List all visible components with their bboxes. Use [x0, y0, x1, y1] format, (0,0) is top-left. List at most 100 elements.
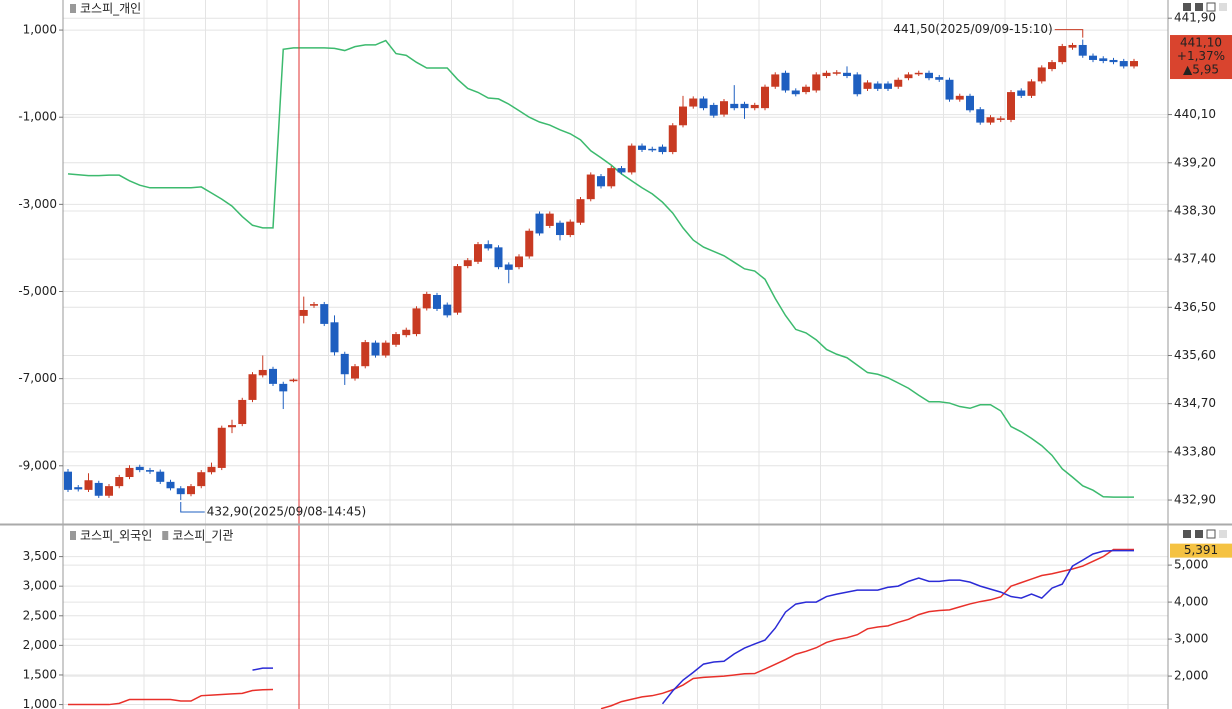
candle-body [843, 72, 851, 77]
candle-body [884, 83, 892, 89]
candle-body [371, 342, 380, 356]
y-tick-label: 1,000 [23, 23, 57, 37]
y-tick-label: -1,000 [18, 110, 57, 124]
button[interactable] [1195, 530, 1203, 538]
candle-body [238, 399, 247, 425]
candle-body [1027, 81, 1036, 96]
y2-tick-label: 433,80 [1174, 444, 1216, 458]
candle-body [904, 74, 913, 79]
candle-body [853, 74, 862, 95]
candle-body [310, 304, 318, 306]
annotation-arrow [180, 502, 205, 513]
candle-body [135, 466, 144, 471]
candle-body [166, 481, 175, 489]
candle-body [115, 477, 124, 487]
candle-body [709, 104, 718, 116]
y-tick-label: 3,500 [23, 549, 57, 563]
candle-body [1099, 58, 1108, 62]
candle-body [668, 125, 677, 153]
candle-body [299, 309, 308, 316]
candle-body [566, 221, 575, 236]
candle-body [228, 425, 236, 428]
candle-body [1058, 46, 1067, 63]
candle-body [720, 101, 728, 115]
y2-tick-label: 441,90 [1174, 11, 1216, 25]
candle-body [556, 222, 564, 236]
candle-body [484, 244, 493, 249]
candle-body [955, 95, 964, 100]
y2-tick-label: 434,70 [1174, 396, 1216, 410]
y2-tick-label: 436,50 [1174, 300, 1216, 314]
candle-body [925, 72, 933, 79]
button[interactable] [1183, 3, 1191, 11]
y2-tick-label: 437,40 [1174, 252, 1216, 266]
candle-body [935, 77, 944, 80]
y-tick-label: 1,000 [23, 697, 57, 709]
candle-body [576, 199, 585, 223]
button[interactable] [1195, 3, 1203, 11]
candle-body [320, 304, 329, 324]
candle-body [597, 176, 605, 187]
y-tick-label: 2,000 [23, 638, 57, 652]
candle-body [1048, 62, 1056, 70]
y-tick-label: 3,000 [23, 579, 57, 593]
candle-body [156, 471, 165, 482]
price-badge-text: ▲5,95 [1183, 63, 1219, 77]
candle-body [289, 379, 298, 382]
annotation: 441,50(2025/09/09-15:10) [893, 22, 1052, 36]
candle-body [381, 342, 390, 356]
candle-body [627, 145, 636, 173]
candle-body [1017, 90, 1026, 96]
candle-body [217, 427, 226, 468]
candle-body [986, 117, 995, 123]
y2-tick-label: 3,000 [1174, 632, 1208, 646]
y-tick-label: 1,500 [23, 667, 57, 681]
legend-label: 코스피_외국인 [80, 529, 152, 543]
candle-body [791, 90, 800, 95]
candle-body [1078, 44, 1087, 56]
value-badge [1170, 543, 1232, 558]
candle-body [525, 230, 534, 257]
annotation: 432,90(2025/09/08-14:45) [207, 505, 366, 519]
candle-body [105, 486, 113, 496]
button[interactable] [1183, 530, 1191, 538]
candle-body [545, 213, 554, 226]
candle-body [945, 79, 954, 100]
y-tick-label: 2,500 [23, 608, 57, 622]
candle-body [730, 103, 739, 109]
candle-body [361, 342, 370, 367]
candle-body [535, 213, 544, 234]
button[interactable] [1219, 530, 1227, 538]
candle-body [894, 79, 903, 87]
button[interactable] [1206, 2, 1216, 12]
candle-body [1089, 55, 1097, 60]
candle-body [863, 82, 872, 89]
price-badge-text: 441,10 [1180, 36, 1222, 50]
y-tick-label: -7,000 [18, 371, 57, 385]
button[interactable] [1219, 3, 1227, 11]
overlay: 441,50(2025/09/09-15:10) 432,90(2025/09/0… [70, 0, 1232, 709]
y2-tick-label: 5,000 [1174, 558, 1208, 572]
candle-body [412, 308, 421, 335]
candle-body [648, 148, 657, 151]
candle-body [781, 72, 790, 91]
candle-body [699, 98, 708, 109]
candle-body [822, 72, 831, 77]
price-badge-text: +1,37% [1177, 49, 1225, 63]
candle-body [638, 145, 646, 150]
candle-body [494, 247, 503, 268]
candle-body [340, 353, 349, 375]
candle-body [976, 109, 985, 123]
y2-tick-label: 432,90 [1174, 493, 1216, 507]
y2-tick-label: 4,000 [1174, 595, 1208, 609]
candle-body [453, 266, 462, 313]
button[interactable] [1206, 529, 1216, 539]
candle-body [269, 368, 277, 384]
series-line [67, 39, 1134, 498]
y-tick-label: -5,000 [18, 284, 57, 298]
candle-body [330, 322, 339, 353]
flow-panel [68, 548, 1134, 709]
candle-body [966, 95, 974, 111]
